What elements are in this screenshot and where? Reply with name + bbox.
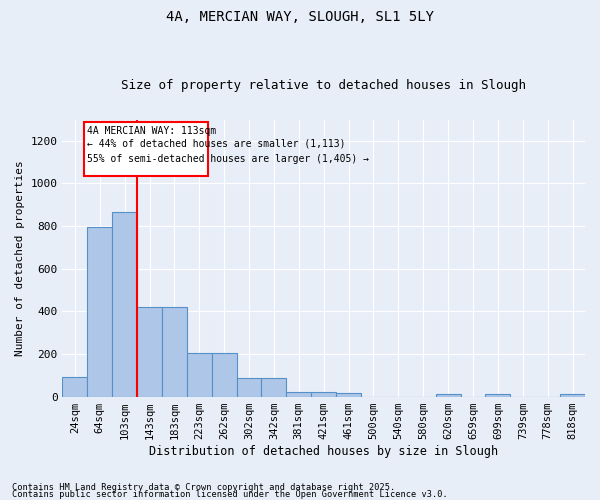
Bar (212, 353, 236, 397)
Text: Contains HM Land Registry data © Crown copyright and database right 2025.: Contains HM Land Registry data © Crown c… (12, 484, 395, 492)
X-axis label: Distribution of detached houses by size in Slough: Distribution of detached houses by size … (149, 444, 498, 458)
Bar (336, 394, 361, 396)
Bar (62, 378, 88, 396)
Bar (88, 227, 112, 396)
Bar (137, 306, 162, 396)
Bar (187, 353, 212, 397)
Bar (311, 392, 336, 396)
Text: Contains public sector information licensed under the Open Government Licence v3: Contains public sector information licen… (12, 490, 448, 499)
Text: 4A MERCIAN WAY: 113sqm: 4A MERCIAN WAY: 113sqm (86, 126, 216, 136)
Text: 4A, MERCIAN WAY, SLOUGH, SL1 5LY: 4A, MERCIAN WAY, SLOUGH, SL1 5LY (166, 10, 434, 24)
Text: 55% of semi-detached houses are larger (1,405) →: 55% of semi-detached houses are larger (… (86, 154, 368, 164)
Text: ← 44% of detached houses are smaller (1,113): ← 44% of detached houses are smaller (1,… (86, 138, 345, 148)
Bar (83, 122, 208, 176)
Bar (560, 394, 585, 396)
Bar (286, 392, 311, 396)
Bar (485, 394, 511, 396)
Bar (236, 378, 262, 396)
Bar (262, 378, 286, 396)
Bar (112, 212, 137, 396)
Y-axis label: Number of detached properties: Number of detached properties (15, 160, 25, 356)
Title: Size of property relative to detached houses in Slough: Size of property relative to detached ho… (121, 79, 526, 92)
Bar (162, 307, 187, 396)
Bar (436, 394, 461, 396)
